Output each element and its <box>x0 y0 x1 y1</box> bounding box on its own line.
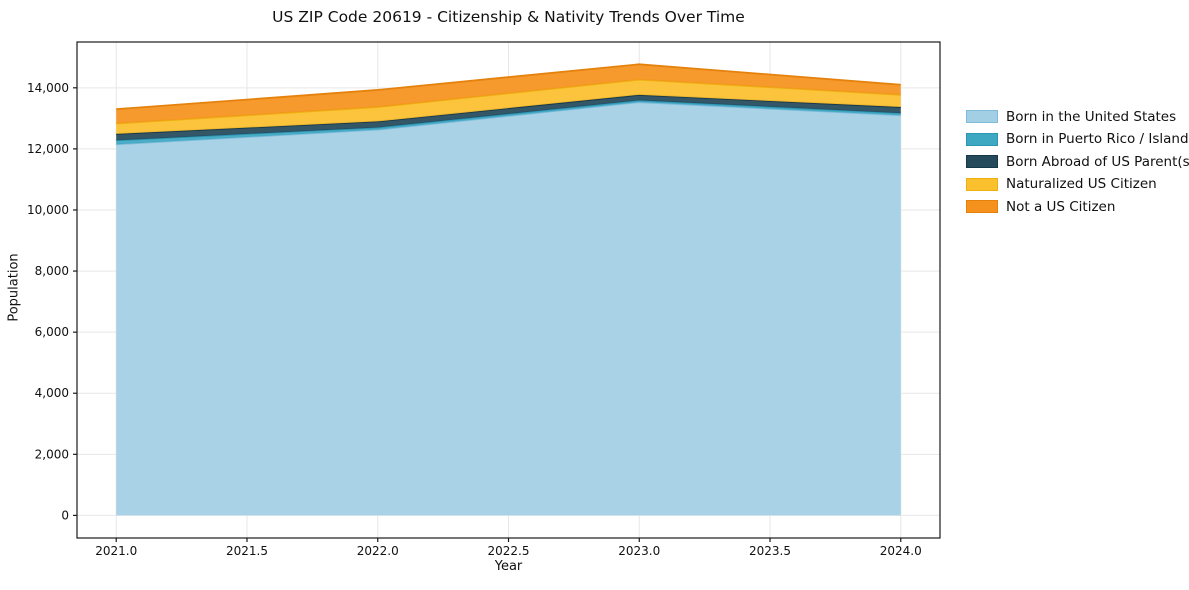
legend-label: Naturalized US Citizen <box>1006 176 1157 192</box>
legend-item-born-in-the-united-states: Born in the United States <box>966 109 1176 125</box>
legend-item-naturalized-us-citizen: Naturalized US Citizen <box>966 176 1157 192</box>
legend-label: Not a US Citizen <box>1006 198 1116 215</box>
legend-swatch-icon <box>966 110 998 123</box>
edge-born-in-the-united-states <box>116 101 901 146</box>
x-tick-label: 2022.0 <box>357 544 399 558</box>
y-tick-label: 4,000 <box>35 386 69 400</box>
legend-item-born-abroad-of-us-parent-s: Born Abroad of US Parent(s) <box>966 154 1189 170</box>
legend-item-born-in-puerto-rico-islands: Born in Puerto Rico / Islands <box>966 131 1189 147</box>
area-not-a-us-citizen <box>116 64 901 124</box>
legend-label: Born in Puerto Rico / Islands <box>1006 131 1189 147</box>
legend-label: Born in the United States <box>1006 108 1177 125</box>
x-tick-label: 2021.0 <box>95 544 137 558</box>
x-tick-label: 2021.5 <box>226 544 268 558</box>
y-tick-label: 14,000 <box>27 81 69 95</box>
x-tick-label: 2024.0 <box>880 544 922 558</box>
y-tick-label: 2,000 <box>35 447 69 461</box>
x-tick-label: 2023.5 <box>749 544 791 558</box>
legend-swatch-icon <box>966 200 998 213</box>
x-tick-label: 2022.5 <box>488 544 530 558</box>
y-tick-label: 6,000 <box>35 325 69 339</box>
y-tick-label: 0 <box>61 508 69 522</box>
legend-swatch-icon <box>966 132 998 146</box>
legend-item-not-a-us-citizen: Not a US Citizen <box>966 199 1115 215</box>
y-tick-label: 10,000 <box>27 203 69 217</box>
chart-title: US ZIP Code 20619 - Citizenship & Nativi… <box>272 8 745 26</box>
legend-swatch-icon <box>966 155 998 168</box>
x-axis-title: Year <box>494 559 523 574</box>
y-tick-label: 8,000 <box>35 264 69 278</box>
x-tick-label: 2023.0 <box>618 544 660 558</box>
y-tick-label: 12,000 <box>27 142 69 156</box>
area-born-abroad-of-us-parent-s <box>116 94 901 141</box>
edge-not-a-us-citizen <box>116 63 901 111</box>
area-naturalized-us-citizen <box>116 79 901 134</box>
area-born-in-the-united-states <box>116 102 901 516</box>
legend-label: Born Abroad of US Parent(s) <box>1006 153 1189 170</box>
legend-swatch-icon <box>966 177 998 191</box>
